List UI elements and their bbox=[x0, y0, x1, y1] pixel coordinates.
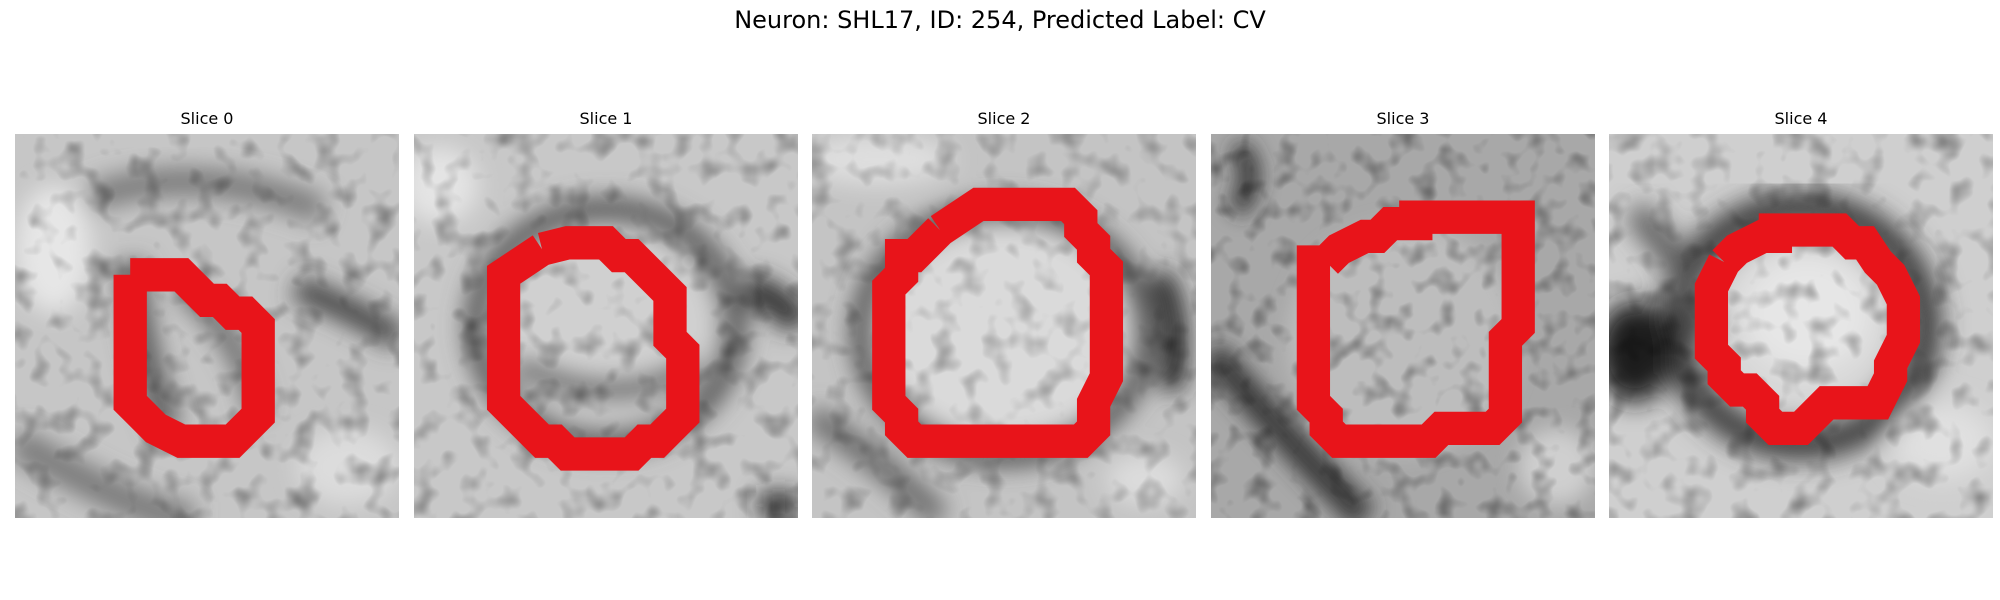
slice-panel-4: Slice 4 bbox=[1609, 108, 1993, 518]
slice-image-0 bbox=[15, 134, 399, 518]
slice-image-1 bbox=[414, 134, 798, 518]
slice-panel-1: Slice 1 bbox=[414, 108, 798, 518]
slice-title-0: Slice 0 bbox=[180, 109, 234, 128]
slice-panel-0: Slice 0 bbox=[15, 108, 399, 518]
slice-texture-3 bbox=[1211, 134, 1595, 518]
slice-panel-2: Slice 2 bbox=[812, 108, 1196, 518]
slice-texture-0 bbox=[15, 134, 399, 518]
segmentation-outline-4 bbox=[1694, 213, 1921, 446]
figure-title: Neuron: SHL17, ID: 254, Predicted Label:… bbox=[734, 6, 1266, 34]
slice-title-2: Slice 2 bbox=[977, 109, 1031, 128]
segmentation-outline-2 bbox=[872, 187, 1124, 458]
slice-image-3 bbox=[1211, 134, 1595, 518]
slice-panel-3: Slice 3 bbox=[1211, 108, 1595, 518]
segmentation-outline-0 bbox=[113, 258, 275, 458]
slice-title-1: Slice 1 bbox=[579, 109, 633, 128]
slice-title-3: Slice 3 bbox=[1376, 109, 1430, 128]
slice-image-4 bbox=[1609, 134, 1993, 518]
segmentation-outline-1 bbox=[486, 226, 700, 471]
slice-image-2 bbox=[812, 134, 1196, 518]
slice-texture-4 bbox=[1609, 134, 1993, 518]
slice-title-4: Slice 4 bbox=[1774, 109, 1828, 128]
segmentation-outline-3 bbox=[1296, 200, 1535, 458]
